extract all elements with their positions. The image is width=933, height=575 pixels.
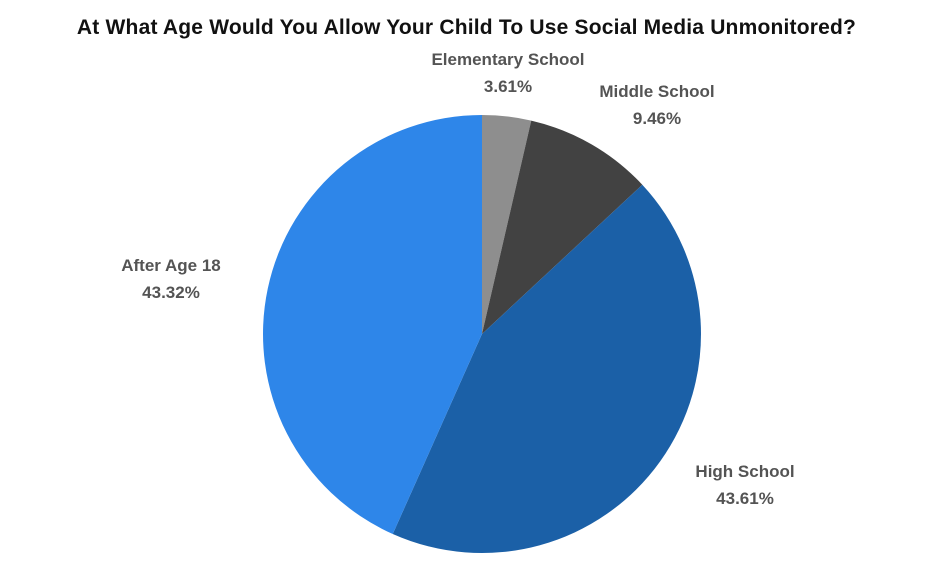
slice-label-name: High School (695, 462, 795, 481)
pie-slice-high-school (392, 184, 701, 553)
pie-slice-elementary-school (482, 115, 532, 334)
slice-label-name: Middle School (599, 82, 715, 101)
chart-title: At What Age Would You Allow Your Child T… (76, 16, 857, 39)
pie-slice-middle-school (482, 120, 643, 334)
slice-label-name: Elementary School (431, 50, 585, 69)
slice-label-value: 9.46% (632, 109, 682, 128)
slice-label-after-age-18: After Age 18 43.32% (121, 252, 221, 306)
slice-label-middle-school: Middle School 9.46% (599, 78, 714, 132)
slice-label-value: 3.61% (483, 77, 533, 96)
slice-label-value: 43.32% (142, 283, 200, 302)
slice-label-name: After Age 18 (121, 256, 221, 275)
slice-label-high-school: High School 43.61% (695, 458, 794, 512)
slice-label-elementary-school: Elementary School 3.61% (431, 46, 584, 100)
slice-label-value: 43.61% (716, 489, 774, 508)
pie-chart (263, 115, 701, 553)
pie-slice-after-age-18 (263, 115, 482, 534)
